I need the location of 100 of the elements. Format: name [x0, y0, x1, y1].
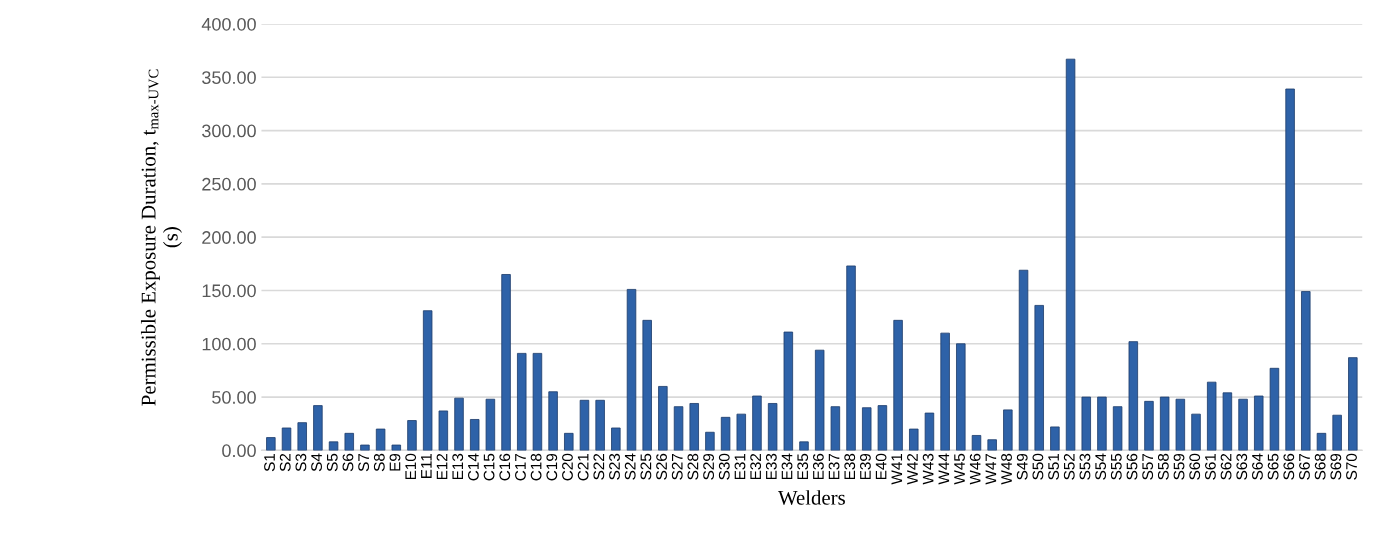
bar	[1332, 414, 1342, 451]
y-tick-label: 50.00	[212, 391, 256, 404]
bar	[1034, 304, 1044, 451]
bar	[814, 349, 825, 451]
x-tick-label: S60	[1189, 453, 1201, 480]
bar	[956, 343, 966, 451]
x-tick-label: C20	[562, 453, 573, 481]
x-tick-label: S6	[342, 453, 354, 472]
x-tick-label: S49	[1016, 453, 1028, 480]
bar	[1065, 58, 1076, 451]
bar	[642, 319, 652, 451]
x-tick-label: S2	[279, 453, 291, 472]
bar	[595, 399, 605, 451]
x-tick-label: W47	[985, 453, 997, 485]
x-tick-label: S23	[609, 453, 620, 480]
bar	[407, 420, 417, 451]
bar	[532, 352, 543, 451]
x-tick-label: S22	[593, 453, 605, 480]
bar	[767, 403, 778, 451]
x-tick-label: S25	[640, 453, 652, 480]
bar	[893, 319, 903, 451]
bar	[1348, 357, 1358, 451]
x-tick-label: E31	[734, 453, 746, 480]
x-tick-label: S24	[624, 453, 636, 480]
bar	[720, 416, 731, 451]
bar	[1269, 367, 1280, 451]
x-tick-label: E9	[389, 453, 401, 471]
bar	[297, 422, 307, 451]
bar	[313, 405, 323, 451]
x-tick-label: S66	[1283, 453, 1295, 480]
x-tick-label: S30	[718, 453, 730, 480]
x-tick-label: C17	[515, 453, 526, 481]
x-tick-label: E13	[452, 453, 464, 480]
bar	[1050, 426, 1060, 451]
x-tick-label: W46	[969, 453, 981, 485]
bar	[752, 395, 762, 451]
x-tick-label: E37	[828, 453, 840, 480]
x-tick-label: E10	[405, 453, 417, 480]
bar	[469, 419, 480, 451]
bar	[940, 332, 950, 451]
bar	[1254, 395, 1264, 451]
bar	[673, 406, 684, 451]
x-tick-label: E39	[860, 453, 871, 480]
bar	[501, 274, 511, 451]
x-tick-label: S5	[326, 453, 338, 472]
x-tick-label: S55	[1110, 453, 1122, 480]
bar	[438, 410, 449, 451]
x-tick-label: S63	[1236, 453, 1248, 480]
x-tick-label: S59	[1173, 453, 1185, 480]
x-tick-label: S61	[1204, 453, 1216, 480]
bar	[987, 439, 997, 451]
bar	[1316, 432, 1327, 451]
x-tick-label: S53	[1079, 453, 1091, 480]
bar	[861, 407, 872, 451]
text: Permissible Exposure Duration, t$_{max-UVC}$ (s)	[140, 69, 182, 406]
x-tick-label: E38	[844, 453, 856, 480]
x-tick-label: W43	[922, 453, 934, 485]
bar	[1097, 396, 1107, 451]
bar	[1175, 398, 1186, 451]
bar	[689, 403, 699, 451]
bar	[375, 428, 386, 451]
x-tick-label: S8	[373, 453, 385, 472]
x-tick-label: E35	[797, 453, 809, 480]
bar	[705, 431, 715, 451]
bar	[1159, 396, 1170, 451]
y-tick-label: 150.00	[202, 284, 256, 298]
bar	[971, 435, 982, 451]
bar	[846, 265, 856, 451]
bar	[658, 386, 668, 451]
bar	[422, 310, 433, 451]
x-tick-label: W41	[891, 453, 903, 485]
x-tick-label: S1	[264, 453, 275, 472]
bar	[1285, 88, 1295, 451]
bar	[548, 391, 558, 451]
x-tick-label: S29	[703, 453, 715, 480]
bar	[909, 428, 919, 451]
x-tick-label: W44	[938, 453, 950, 485]
bar	[1081, 396, 1091, 451]
x-tick-label: S50	[1032, 453, 1044, 480]
bar	[1018, 269, 1029, 451]
bar	[1112, 406, 1123, 451]
y-tick-label: 0.00	[222, 444, 256, 458]
bar	[783, 331, 794, 451]
bar	[454, 397, 464, 451]
x-tick-label: S27	[671, 453, 683, 480]
x-tick-label: E36	[812, 453, 824, 480]
x-tick-label: S28	[687, 453, 699, 480]
x-tick-label: S57	[1142, 453, 1154, 480]
x-tick-label: S54	[1095, 453, 1107, 480]
bar	[1238, 398, 1248, 451]
x-tick-label: S51	[1048, 453, 1059, 480]
bar	[391, 444, 402, 451]
x-tick-label: C14	[467, 453, 479, 481]
x-tick-label: E32	[750, 453, 762, 480]
bar	[266, 437, 276, 451]
bar	[736, 413, 747, 451]
x-tick-label: C19	[546, 453, 558, 481]
bar	[924, 412, 935, 451]
y-tick-label: 350.00	[202, 71, 256, 85]
x-tick-label: W45	[954, 453, 965, 485]
